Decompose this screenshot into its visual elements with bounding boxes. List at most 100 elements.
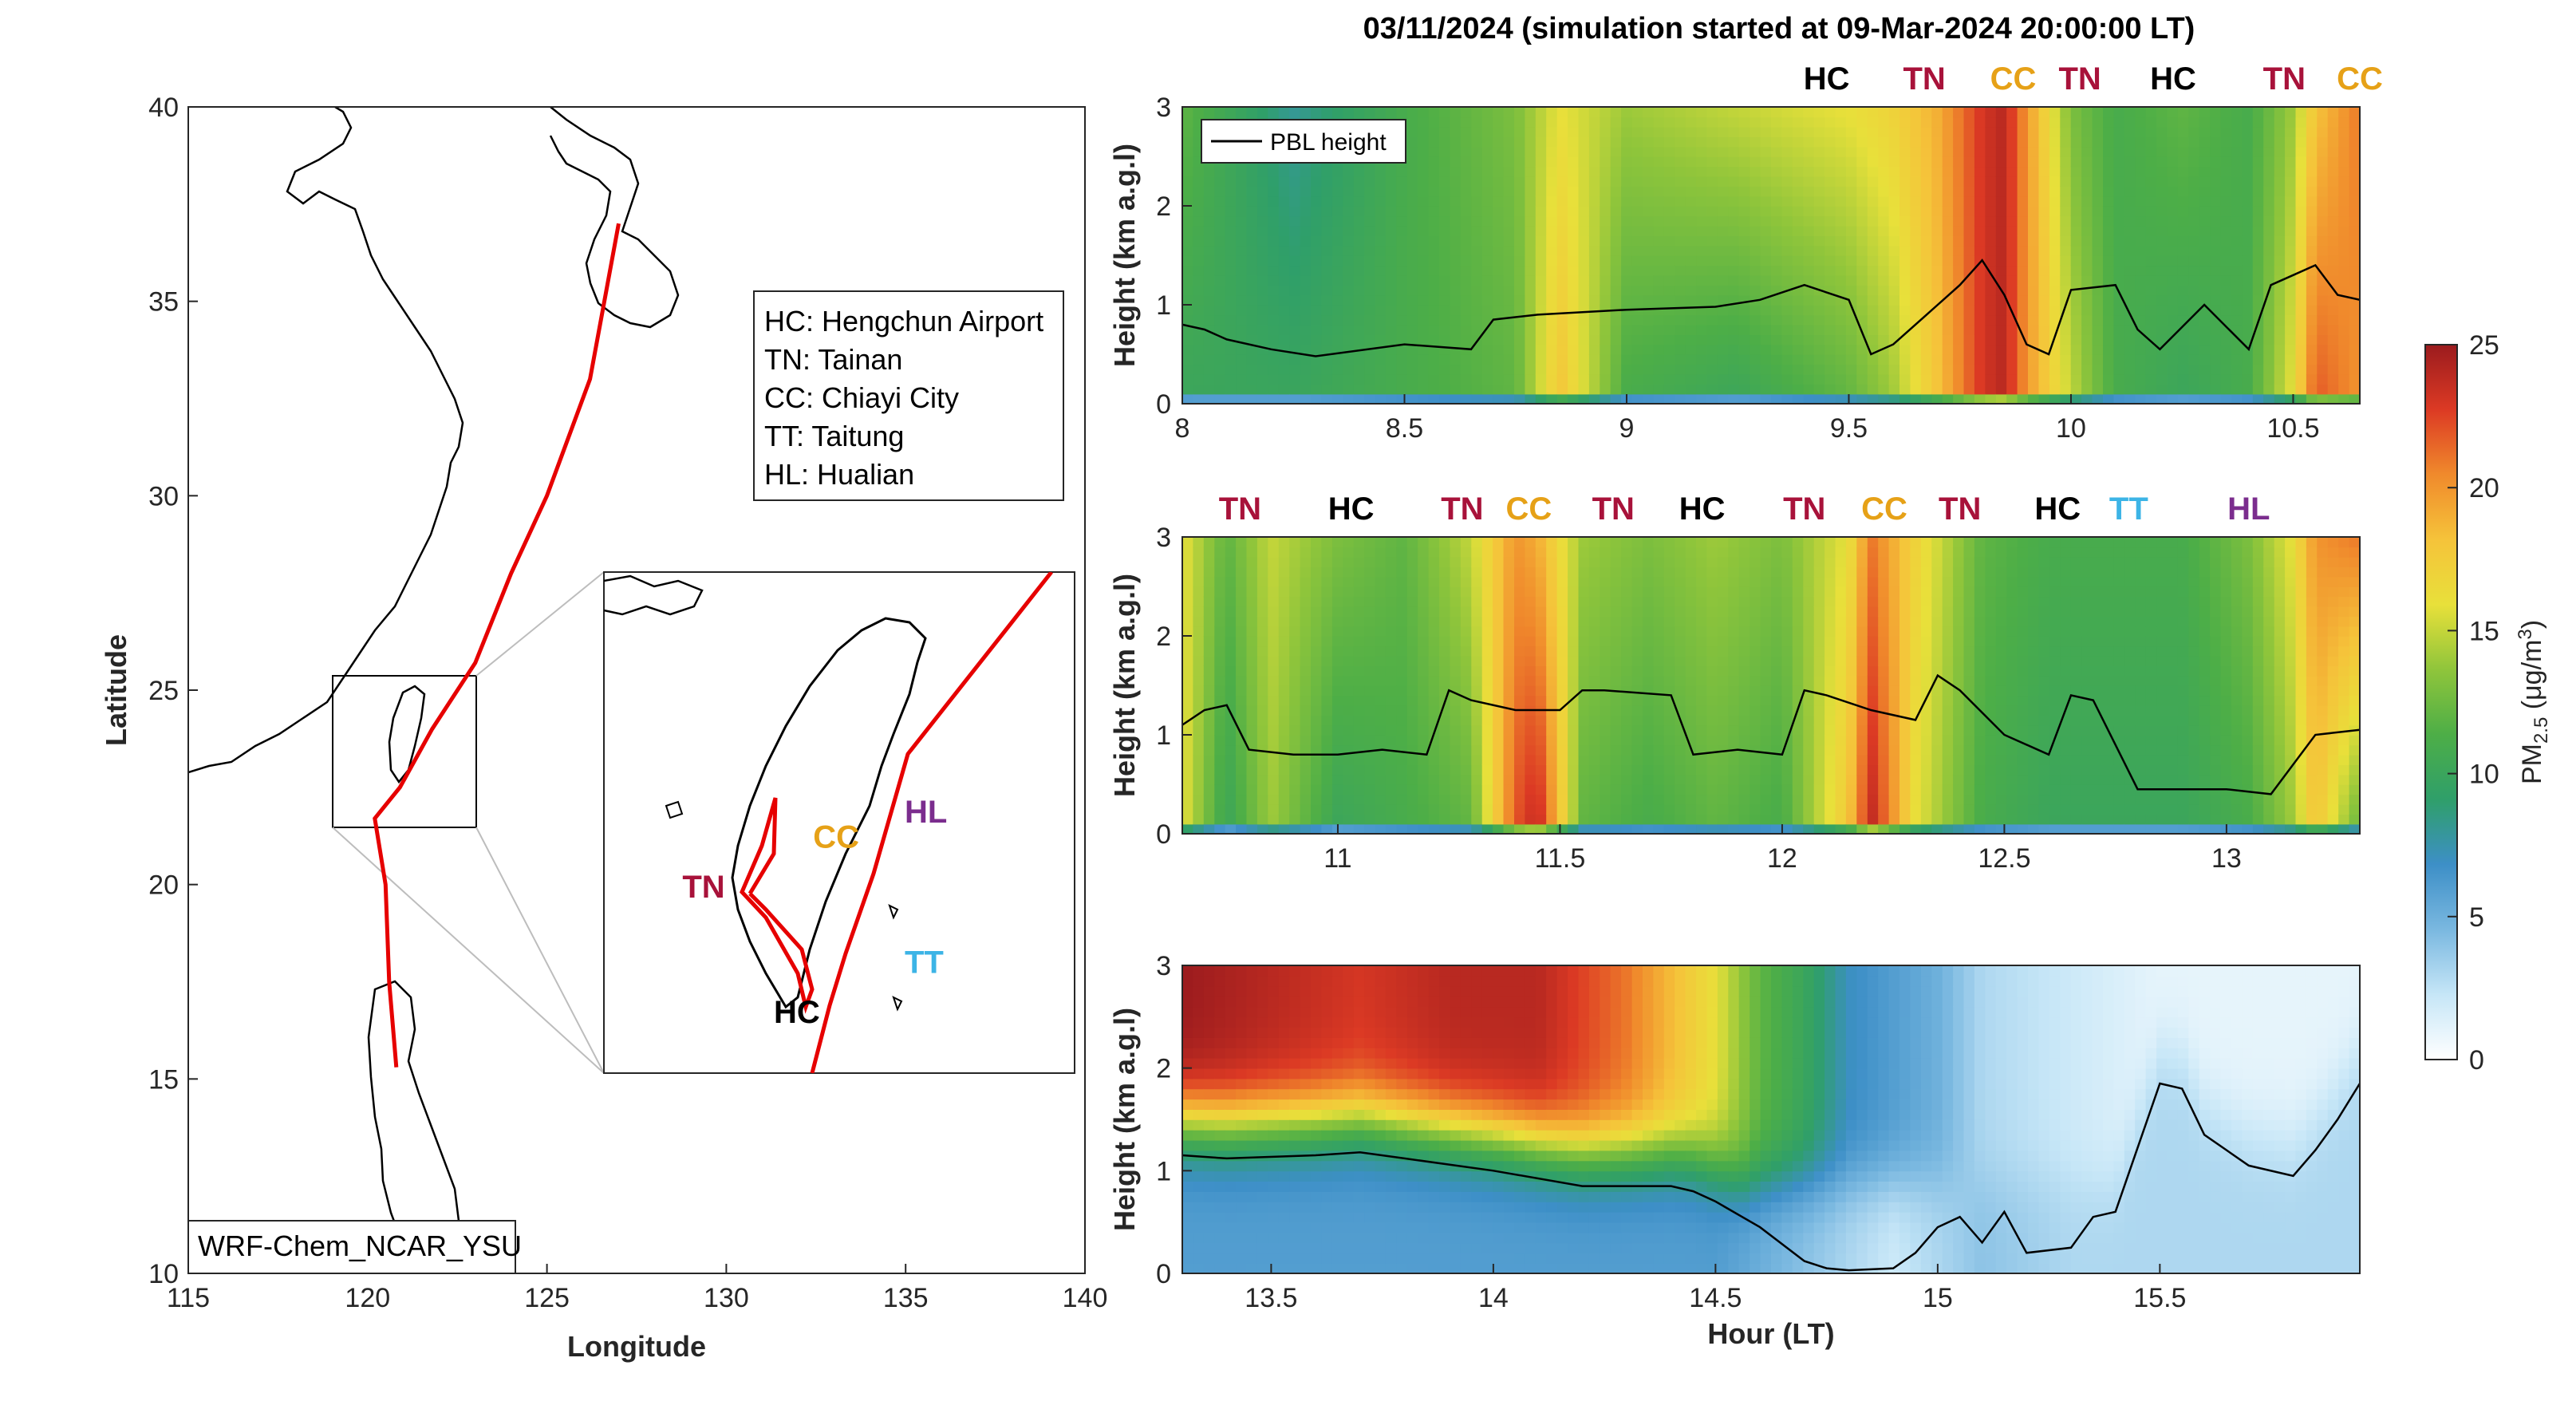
heatmap-cell [1396, 556, 1408, 567]
heatmap-cell [1225, 606, 1237, 617]
heatmap-cell [1481, 294, 1493, 306]
heatmap-cell [1450, 784, 1462, 795]
heatmap-cell [1760, 305, 1772, 316]
heatmap-cell [1621, 324, 1633, 335]
heatmap-cell [1931, 334, 1943, 345]
heatmap-cell [1471, 803, 1483, 815]
heatmap-cell [1706, 774, 1718, 785]
heatmap-cell [2327, 107, 2339, 118]
heatmap-cell [2177, 373, 2190, 385]
heatmap-cell [1621, 566, 1633, 578]
heatmap-cell [1481, 285, 1493, 296]
heatmap-cell [1578, 146, 1590, 157]
heatmap-cell [1525, 626, 1537, 637]
heatmap-cell [2295, 255, 2307, 266]
heatmap-cell [1300, 675, 1312, 686]
legend-item: TT: Taitung [764, 420, 904, 452]
heatmap-cell [1256, 764, 1269, 776]
heatmap-cell [1835, 364, 1847, 375]
heatmap-cell [1471, 265, 1483, 276]
heatmap-cell [1643, 724, 1655, 736]
heatmap-cell [1203, 265, 1215, 276]
heatmap-cell [2103, 186, 2115, 197]
heatmap-cell [1278, 186, 1290, 197]
heatmap-cell [1460, 735, 1473, 746]
heatmap-cell [1256, 305, 1269, 316]
heatmap-cell [2103, 225, 2115, 236]
heatmap-cell [1675, 314, 1686, 326]
heatmap-cell [1256, 265, 1269, 276]
heatmap-cell [1268, 665, 1280, 677]
heatmap-cell [1385, 695, 1398, 706]
heatmap-cell [1471, 195, 1483, 207]
heatmap-cell [1439, 547, 1451, 558]
heatmap-cell [1546, 285, 1558, 296]
heatmap-cell [2327, 393, 2339, 404]
heatmap-cell [1514, 285, 1526, 296]
heatmap-cell [1643, 255, 1655, 266]
heatmap-cell [2327, 384, 2339, 395]
heatmap-cell [1364, 324, 1376, 335]
heatmap-cell [1525, 735, 1537, 746]
heatmap-cell [1300, 655, 1312, 666]
heatmap-cell [1578, 166, 1590, 177]
heatmap-cell [1738, 724, 1750, 736]
heatmap-cell [1750, 285, 1761, 296]
heatmap-cell [1321, 636, 1333, 647]
heatmap-cell [1738, 334, 1750, 345]
heatmap-cell [1813, 393, 1825, 404]
heatmap-cell [2081, 186, 2093, 197]
heatmap-cell [1193, 616, 1205, 627]
heatmap-cell [1856, 285, 1868, 296]
heatmap-cell [1535, 715, 1547, 726]
heatmap-cell [1631, 735, 1643, 746]
heatmap-cell [2113, 136, 2125, 148]
heatmap-cell [1321, 364, 1333, 375]
heatmap-cell [1942, 186, 1954, 197]
heatmap-cell [2252, 225, 2264, 236]
heatmap-cell [1289, 235, 1301, 247]
heatmap-cell [1813, 206, 1825, 217]
heatmap-cell [2060, 384, 2072, 395]
heatmap-cell [2263, 384, 2275, 395]
heatmap-cell [1418, 655, 1430, 666]
heatmap-cell [1203, 314, 1215, 326]
heatmap-cell [1588, 547, 1601, 558]
heatmap-cell [1696, 606, 1708, 617]
heatmap-cell [1225, 814, 1237, 825]
heatmap-cell [1825, 107, 1836, 118]
heatmap-cell [2242, 364, 2254, 375]
heatmap-cell [1481, 305, 1493, 316]
heatmap-cell [1653, 715, 1665, 726]
heatmap-cell [1663, 715, 1675, 726]
heatmap-cell [1268, 235, 1280, 247]
heatmap-cell [2327, 136, 2339, 148]
heatmap-cell [1706, 225, 1718, 236]
heatmap-cell [1920, 235, 1933, 247]
heatmap-cell [1418, 305, 1430, 316]
heatmap-cell [1471, 566, 1483, 578]
heatmap-cell [1728, 586, 1740, 598]
heatmap-cell [1813, 364, 1825, 375]
heatmap-cell [1385, 803, 1398, 815]
heatmap-cell [2210, 156, 2222, 168]
heatmap-cell [2124, 126, 2136, 137]
heatmap-cell [2006, 354, 2018, 365]
heatmap-cell [1888, 215, 1900, 227]
heatmap-cell [1364, 354, 1376, 365]
heatmap-cell [1375, 606, 1387, 617]
heatmap-cell [2210, 265, 2222, 276]
heatmap-cell [1621, 176, 1633, 187]
heatmap-cell [1556, 156, 1568, 168]
heatmap-cell [1256, 384, 1269, 395]
heatmap-cell [2263, 136, 2275, 148]
heatmap-cell [1696, 794, 1708, 805]
heatmap-cell [2349, 166, 2360, 177]
heatmap-cell [2327, 176, 2339, 187]
heatmap-cell [1225, 393, 1237, 404]
heatmap-cell [1643, 146, 1655, 157]
heatmap-cell [1278, 823, 1290, 834]
heatmap-cell [1385, 735, 1398, 746]
heatmap-cell [1525, 255, 1537, 266]
heatmap-cell [1278, 655, 1290, 666]
